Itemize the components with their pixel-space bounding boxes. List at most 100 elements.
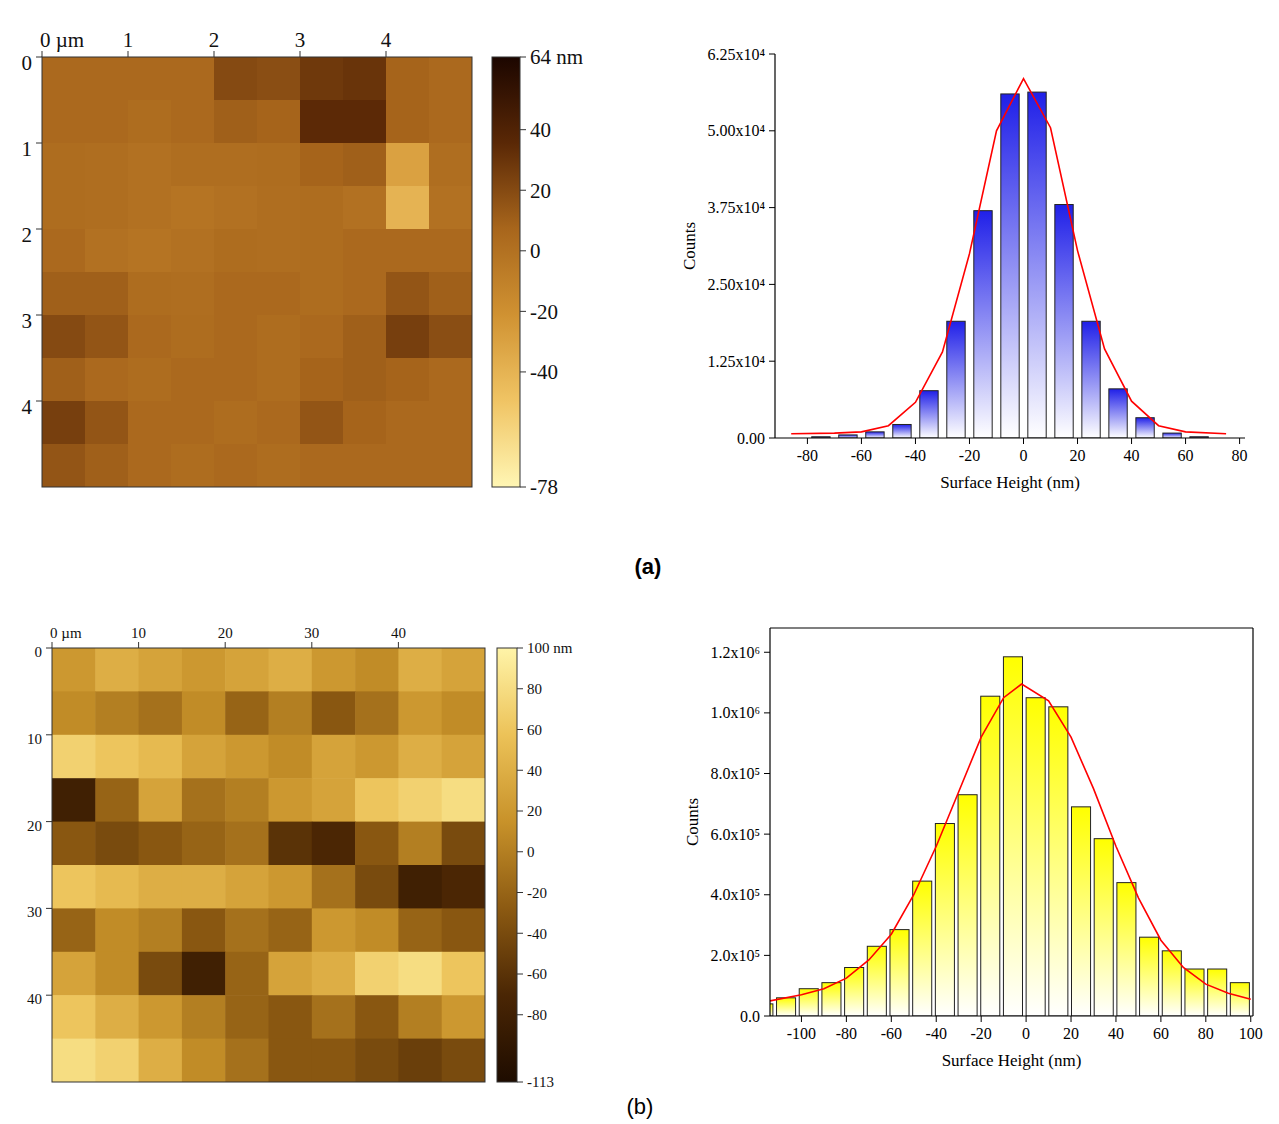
x-tick xyxy=(969,438,970,444)
histogram-bar xyxy=(1117,883,1136,1016)
x-tick-label: 60 xyxy=(1153,1025,1169,1042)
heat-cell xyxy=(52,995,96,1039)
heat-cell xyxy=(52,1039,96,1082)
frame-top xyxy=(770,627,1253,628)
heat-cell xyxy=(312,995,356,1039)
colorbar-tick-label: -113 xyxy=(527,1074,554,1090)
heat-cell xyxy=(442,908,485,952)
x-tick-label: 100 xyxy=(1239,1025,1263,1042)
x-tick-label: 2 xyxy=(209,28,220,52)
frame-right xyxy=(1252,628,1253,1016)
colorbar-tick-label: 20 xyxy=(527,803,542,819)
y-tick xyxy=(46,821,52,822)
heat-cell xyxy=(182,648,226,692)
x-axis xyxy=(775,437,1245,438)
histogram-bar xyxy=(1136,418,1154,438)
heat-cell xyxy=(398,778,442,822)
y-tick xyxy=(36,315,42,316)
heat-cell xyxy=(171,229,215,273)
heat-cell xyxy=(225,908,269,952)
y-tick-label: 1 xyxy=(22,137,33,161)
plot-frame xyxy=(52,648,485,1082)
colorbar-tick-label: -60 xyxy=(527,966,547,982)
y-tick-label: 6.0x10⁵ xyxy=(710,826,760,843)
heat-cell xyxy=(139,952,183,996)
x-tick-label: 0 xyxy=(1022,1025,1030,1042)
heat-cell xyxy=(52,952,96,996)
heat-cell xyxy=(442,995,485,1039)
heat-cell xyxy=(269,648,313,692)
heat-cell xyxy=(214,186,258,230)
heat-cell xyxy=(429,100,472,144)
colorbar-tick-label: 100 nm xyxy=(527,640,573,656)
cells xyxy=(52,648,485,1082)
y-tick xyxy=(764,894,770,895)
heat-cell xyxy=(128,186,172,230)
x-tick-label: 0 µm xyxy=(50,625,82,641)
x-tick xyxy=(1131,438,1132,444)
histogram-bar xyxy=(1028,92,1046,438)
heat-cell xyxy=(300,444,344,487)
histogram-bar xyxy=(935,824,954,1016)
heat-cell xyxy=(85,186,129,230)
heat-cell xyxy=(85,444,129,487)
histogram-panel: -80-60-40-200204060800.001.25x10⁴2.50x10… xyxy=(680,46,1248,492)
histogram-bar xyxy=(1208,969,1227,1016)
heat-cell xyxy=(139,1039,183,1082)
heat-cell xyxy=(300,100,344,144)
heat-cell xyxy=(355,995,399,1039)
heat-cell xyxy=(300,401,344,445)
x-tick-label: -80 xyxy=(797,447,818,464)
heat-cell xyxy=(386,143,430,187)
y-tick-label: 1.25x10⁴ xyxy=(707,353,765,370)
heat-cell xyxy=(85,143,129,187)
heat-cell xyxy=(343,315,387,359)
x-tick-label: -60 xyxy=(881,1025,902,1042)
heat-cell xyxy=(257,358,301,402)
colorbar-tick-label: -20 xyxy=(527,885,547,901)
heat-cell xyxy=(257,100,301,144)
colorbar-tick-label: 0 xyxy=(530,239,541,263)
x-tick xyxy=(1077,438,1078,444)
heat-cell xyxy=(139,865,183,909)
colorbar-tick-label: 40 xyxy=(530,118,551,142)
heatmap-panel: 0 µm12340123464 nm40200-20-40-78 xyxy=(22,28,584,499)
histogram-bar xyxy=(1163,433,1181,438)
heat-cell xyxy=(225,648,269,692)
x-tick-label: -100 xyxy=(787,1025,816,1042)
heat-cell xyxy=(355,865,399,909)
heat-cell xyxy=(398,691,442,735)
heat-cell xyxy=(343,229,387,273)
heat-cell xyxy=(442,778,485,822)
colorbar-tick-label: -80 xyxy=(527,1007,547,1023)
heat-cell xyxy=(95,735,139,779)
colorbar-tick xyxy=(520,129,526,130)
heat-cell xyxy=(257,315,301,359)
heat-cell xyxy=(300,229,344,273)
y-tick xyxy=(769,207,775,208)
colorbar-tick xyxy=(517,770,523,771)
heat-cell xyxy=(429,143,472,187)
histogram-bar xyxy=(1094,839,1113,1016)
heat-cell xyxy=(182,691,226,735)
heat-cell xyxy=(52,822,96,866)
y-tick xyxy=(769,130,775,131)
heat-cell xyxy=(171,100,215,144)
panel-label: (b) xyxy=(627,1094,654,1119)
x-tick-label: -60 xyxy=(851,447,872,464)
y-tick xyxy=(769,54,775,55)
y-tick-label: 0 xyxy=(22,51,33,75)
heat-cell xyxy=(343,358,387,402)
y-tick-label: 1.0x10⁶ xyxy=(710,704,760,721)
x-tick xyxy=(1160,1016,1161,1022)
heat-cell xyxy=(398,952,442,996)
y-tick-label: 2 xyxy=(22,223,33,247)
heat-cell xyxy=(398,995,442,1039)
colorbar-tick xyxy=(517,811,523,812)
heat-cell xyxy=(343,57,387,101)
x-tick-label: 3 xyxy=(295,28,306,52)
heat-cell xyxy=(442,822,485,866)
x-tick xyxy=(1205,1016,1206,1022)
heat-cell xyxy=(312,822,356,866)
heat-cell xyxy=(355,778,399,822)
